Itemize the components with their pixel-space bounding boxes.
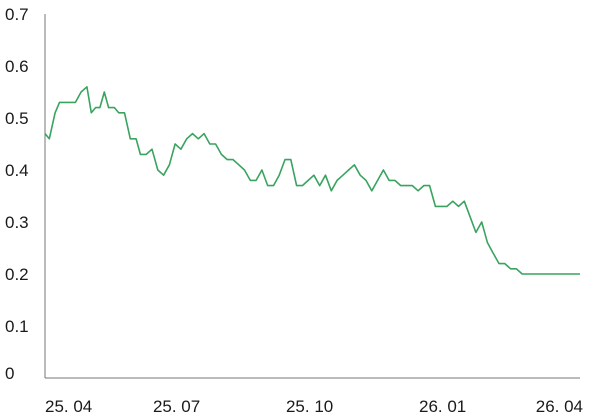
x-tick-label: 25. 10 [286,397,333,416]
x-tick-label: 25. 07 [153,397,200,416]
series-line [44,86,580,275]
y-tick-label: 0.2 [5,265,29,284]
y-axis-ticks: 0 0.1 0.2 0.3 0.4 0.5 0.6 0.7 [5,5,29,383]
y-tick-label: 0.1 [5,317,29,336]
x-tick-label: 26. 04 [536,397,583,416]
y-tick-label: 0.4 [5,161,29,180]
y-tick-label: 0.7 [5,5,29,24]
y-tick-label: 0 [5,364,14,383]
y-tick-label: 0.3 [5,213,29,232]
x-axis-ticks: 25. 04 25. 07 25. 10 26. 01 26. 04 [45,397,583,416]
y-tick-label: 0.5 [5,109,29,128]
y-tick-label: 0.6 [5,57,29,76]
x-tick-label: 26. 01 [419,397,466,416]
x-tick-label: 25. 04 [45,397,92,416]
